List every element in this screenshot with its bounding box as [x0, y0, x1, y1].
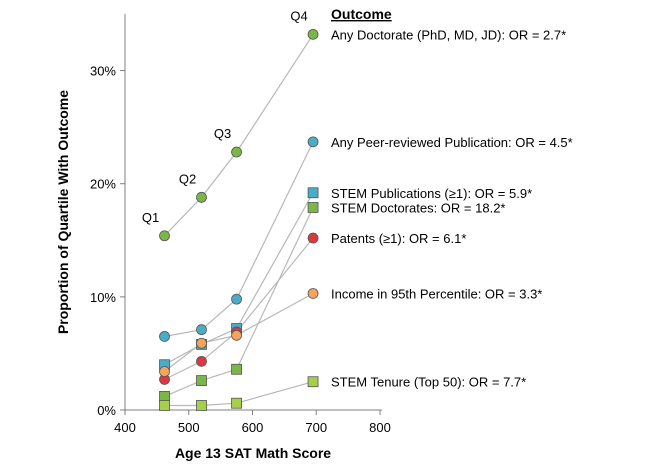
legend: Any Doctorate (PhD, MD, JD): OR = 2.7* An… [331, 27, 573, 389]
data-point-s1-2 [231, 293, 242, 305]
series-line-4 [164, 237, 314, 381]
legend-label-1: Any Peer-reviewed Publication: OR = 4.5* [331, 135, 573, 150]
y-axis-label: Proportion of Quartile With Outcome [55, 90, 71, 334]
quartile-label: Q4 [290, 8, 307, 23]
series-line-0 [164, 34, 314, 237]
data-point-s6-2 [231, 397, 242, 409]
x-tick-label: 400 [114, 420, 136, 435]
data-point-s3-2 [231, 363, 242, 375]
series-lines [164, 34, 314, 407]
data-point-s4-1 [196, 355, 207, 367]
legend-title: Outcome [331, 6, 392, 22]
x-tick-label: 800 [369, 420, 391, 435]
data-point-s0-1 [196, 191, 207, 203]
data-point-s6-3 [307, 376, 319, 388]
data-point-s3-0 [159, 391, 170, 402]
data-point-s5-0 [159, 366, 170, 377]
series-line-6 [164, 381, 314, 407]
quartile-label: Q3 [214, 126, 231, 141]
legend-label-2: STEM Publications (≥1): OR = 5.9* [331, 186, 532, 201]
legend-label-3: STEM Doctorates: OR = 18.2* [331, 200, 505, 215]
series-markers [159, 28, 319, 411]
data-point-s5-2 [231, 329, 242, 341]
legend-label-0: Any Doctorate (PhD, MD, JD): OR = 2.7* [331, 27, 566, 42]
quartile-label: Q2 [179, 171, 196, 186]
data-point-s4-3 [307, 232, 319, 244]
y-tick-label: 10% [90, 290, 116, 305]
series-line-3 [164, 207, 314, 397]
legend-label-5: Income in 95th Percentile: OR = 3.3* [331, 286, 542, 301]
data-point-s5-3 [307, 288, 319, 299]
x-ticks: 400 500 600 700 800 [114, 410, 391, 435]
data-point-s0-0 [159, 230, 170, 242]
y-tick-label: 20% [90, 177, 116, 192]
y-ticks: 0% 10% 20% 30% [90, 64, 125, 418]
x-tick-label: 700 [305, 420, 327, 435]
data-point-s0-2 [231, 146, 242, 158]
y-tick-label: 0% [97, 403, 116, 418]
x-tick-label: 600 [242, 420, 264, 435]
data-point-s3-1 [196, 375, 207, 386]
legend-label-4: Patents (≥1): OR = 6.1* [331, 231, 466, 246]
data-point-s6-1 [196, 400, 207, 411]
data-point-s6-0 [159, 400, 170, 411]
x-axis-label: Age 13 SAT Math Score [175, 445, 331, 461]
data-point-s2-3 [307, 187, 319, 199]
data-point-s5-1 [196, 337, 207, 349]
data-point-s1-0 [159, 331, 170, 342]
quartile-label: Q1 [142, 210, 159, 225]
series-line-5 [164, 292, 314, 372]
x-tick-label: 500 [178, 420, 200, 435]
data-point-s1-1 [196, 324, 207, 336]
data-point-s3-3 [307, 202, 319, 213]
data-point-s0-3 [307, 28, 319, 40]
series-line-2 [164, 192, 314, 366]
legend-label-6: STEM Tenure (Top 50): OR = 7.7* [331, 375, 526, 390]
data-point-s1-3 [307, 136, 319, 148]
quartile-labels: Q1 Q2 Q3 Q4 [142, 8, 308, 224]
series-line-1 [164, 141, 314, 338]
y-tick-label: 30% [90, 64, 116, 79]
